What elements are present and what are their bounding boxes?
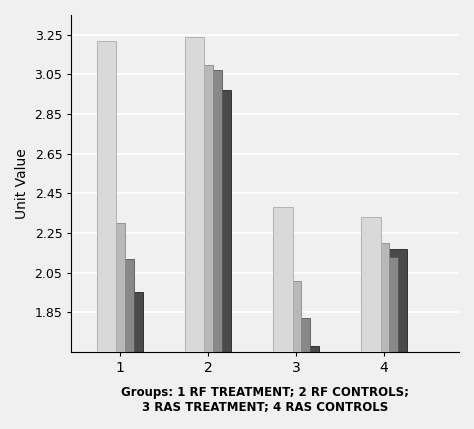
X-axis label: Groups: 1 RF TREATMENT; 2 RF CONTROLS;
3 RAS TREATMENT; 4 RAS CONTROLS: Groups: 1 RF TREATMENT; 2 RF CONTROLS; 3… — [121, 386, 409, 414]
Bar — [379, 257, 398, 429]
Bar — [291, 318, 310, 429]
Bar — [106, 223, 125, 429]
Bar — [203, 70, 222, 429]
Bar — [300, 346, 319, 429]
Bar — [282, 281, 301, 429]
Bar — [388, 249, 407, 429]
Bar — [97, 41, 117, 429]
Bar — [194, 64, 213, 429]
Bar — [361, 217, 381, 429]
Bar — [185, 37, 204, 429]
Bar — [115, 259, 134, 429]
Bar — [123, 293, 143, 429]
Bar — [211, 90, 231, 429]
Y-axis label: Unit Value: Unit Value — [15, 148, 29, 219]
Bar — [370, 243, 390, 429]
Bar — [273, 207, 292, 429]
